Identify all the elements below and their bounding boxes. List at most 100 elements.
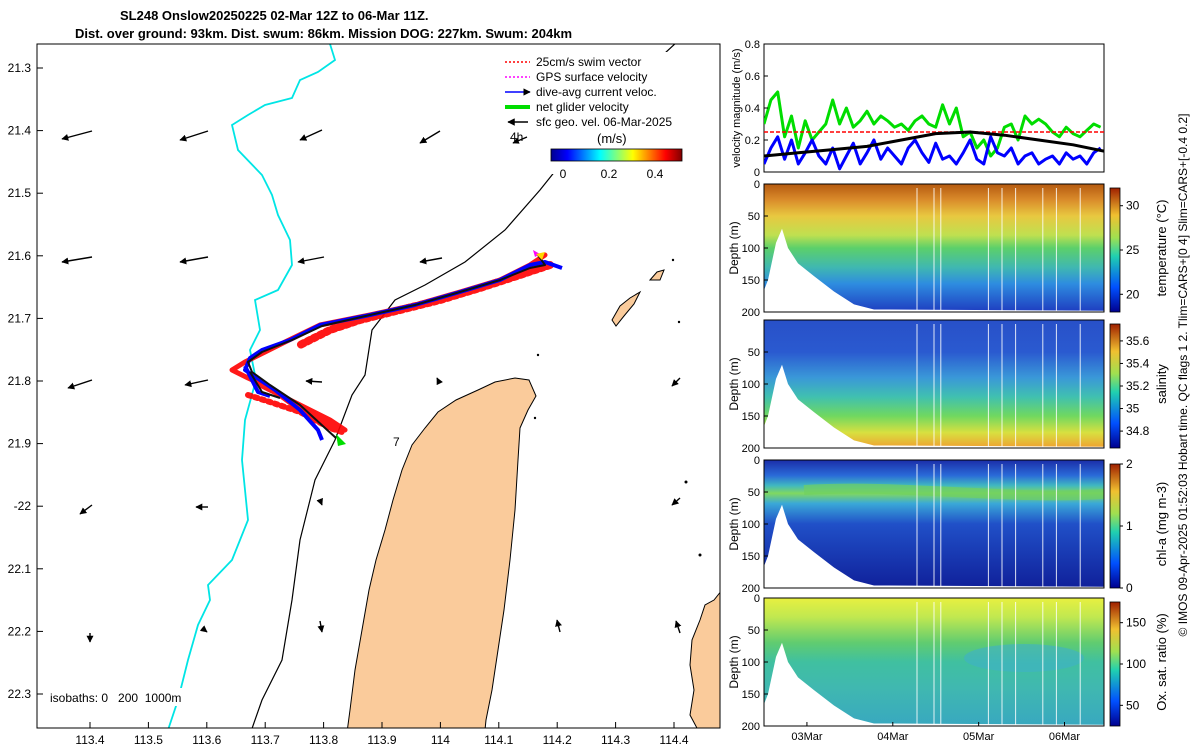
depth-tick-label: 0 xyxy=(754,179,760,191)
speed-colorbar xyxy=(550,148,683,162)
colorbar-tick-label: 35.2 xyxy=(1126,379,1150,393)
scattered-islet-dots xyxy=(533,258,702,557)
map-y-tick-label: 21.6 xyxy=(8,249,32,263)
map-x-tick-label: 113.9 xyxy=(367,733,396,747)
side-credit-label: © IMOS 09-Apr-2025 01:52:03 Hobart time.… xyxy=(1176,113,1190,637)
map-y-tick-label: 22.2 xyxy=(8,624,32,638)
depth-ylabel: Depth (m) xyxy=(727,357,741,410)
mainland-land xyxy=(347,377,537,728)
depth-tick-label: 200 xyxy=(742,583,760,595)
map-x-tick-label: 114.3 xyxy=(601,733,630,747)
colorbar-tick-label: 0 xyxy=(1126,581,1133,595)
isobaths-label-box xyxy=(46,688,222,706)
heatmap-panel: 0 50 100 150 200 Depth (m) 20 25 30 temperature (… xyxy=(727,179,1169,319)
depth-ylabel: Depth (m) xyxy=(727,221,741,274)
velocity-y-tick-label: 0.8 xyxy=(745,39,760,51)
legend-label-net: net glider velocity xyxy=(536,100,629,114)
date-tick-label: 03Mar xyxy=(791,731,823,743)
velocity-y-tick-label: 0 xyxy=(754,167,760,179)
heatmap-panel: 50 100 150 200 Depth (m) 34.8 35 35.2 35.4 35.6 sa… xyxy=(727,319,1169,455)
colorbar-tick-label: 35.4 xyxy=(1126,356,1150,370)
no-data-region xyxy=(764,228,1104,312)
colorbar-tick-label: 35 xyxy=(1126,402,1140,416)
velocity-y-tick-label: 0.6 xyxy=(745,71,760,83)
map-x-tick-label: 114.2 xyxy=(543,733,572,747)
no-data-region xyxy=(764,504,1104,588)
island-small xyxy=(648,269,665,281)
gps-velocity-marker xyxy=(533,250,540,257)
colorbar-label: temperature (°C) xyxy=(1154,200,1169,297)
colorbar-tick-label: 2 xyxy=(1126,457,1133,471)
date-tick-label: 06Mar xyxy=(1049,731,1081,743)
map-x-tick-label: 113.5 xyxy=(134,733,163,747)
depth-tick-label: 150 xyxy=(742,411,760,423)
date-tick-label: 05Mar xyxy=(963,731,995,743)
depth-tick-label: 100 xyxy=(742,379,760,391)
map-x-ticks: 113.4 113.5 113.6 113.7 113.8 113.9 114 114.1 11… xyxy=(75,722,689,747)
colorbar-tick-2: 0.4 xyxy=(647,167,664,181)
velocity-series-line xyxy=(764,130,1104,158)
dive-avg-endpoint-marker xyxy=(536,252,545,260)
map-x-tick-label: 114.4 xyxy=(659,733,688,747)
map-y-tick-label: 21.9 xyxy=(8,437,32,451)
map-x-tick-label: 114.1 xyxy=(484,733,513,747)
velocity-y-tick-label: 0.2 xyxy=(745,135,760,147)
depth-tick-label: 0 xyxy=(754,593,760,605)
depth-ylabel: Depth (m) xyxy=(727,497,741,550)
map-y-tick-label: 21.5 xyxy=(8,186,32,200)
colorbar xyxy=(1109,463,1121,589)
colorbar-tick-label: 1 xyxy=(1126,519,1133,533)
depth-tick-label: 50 xyxy=(748,625,760,637)
chart-title-line2: Dist. over ground: 93km. Dist. swum: 86k… xyxy=(75,26,573,41)
depth-tick-label: 50 xyxy=(748,211,760,223)
velocity-series-line xyxy=(764,90,1102,158)
map-y-tick-label: 21.3 xyxy=(8,61,32,75)
depth-tick-label: 100 xyxy=(742,657,760,669)
colorbar-label: Ox. sat. ratio (%) xyxy=(1154,613,1169,711)
glider-track xyxy=(247,254,546,439)
map-annotation-label: 7 xyxy=(393,435,400,449)
depth-ylabel: Depth (m) xyxy=(727,635,741,688)
coast-southeast xyxy=(689,591,720,728)
map-y-tick-label: 22.1 xyxy=(8,562,32,576)
map-x-tick-label: 113.6 xyxy=(192,733,221,747)
depth-tick-label: 100 xyxy=(742,519,760,531)
colorbar-tick-label: 34.8 xyxy=(1126,424,1150,438)
map-y-tick-label: 21.4 xyxy=(8,124,32,138)
colorbar xyxy=(1109,601,1121,727)
legend-label-swim: 25cm/s swim vector xyxy=(536,55,641,69)
legend-label-dive: dive-avg current veloc. xyxy=(536,85,657,99)
island-north xyxy=(611,290,642,327)
colorbar-label: chl-a (mg m-3) xyxy=(1154,482,1169,567)
depth-tick-label: 200 xyxy=(742,443,760,455)
depth-tick-label: 150 xyxy=(742,689,760,701)
velocity-y-tick-label: 0.4 xyxy=(745,103,760,115)
colorbar-tick-label: 20 xyxy=(1126,287,1140,301)
colorbar-tick-label: 35.6 xyxy=(1126,334,1150,348)
colorbar-tick-1: 0.2 xyxy=(601,167,618,181)
depth-tick-label: 50 xyxy=(748,347,760,359)
isobath-0m xyxy=(167,44,337,728)
map-y-tick-label: 21.8 xyxy=(8,374,32,388)
legend-duration-arrow xyxy=(512,136,528,144)
depth-tick-label: 100 xyxy=(742,243,760,255)
colorbar xyxy=(1109,187,1121,313)
map-y-tick-label: 21.7 xyxy=(8,311,32,325)
colorbar-tick-label: 25 xyxy=(1126,243,1140,257)
velocity-series-line xyxy=(764,135,1102,171)
colorbar-label: salinity xyxy=(1154,364,1169,404)
date-tick-label: 04Mar xyxy=(877,731,909,743)
depth-tick-label: 200 xyxy=(742,307,760,319)
map-frame xyxy=(36,43,721,729)
colorbar-unit-label: (m/s) xyxy=(597,131,627,146)
map-legend: 25cm/s swim vector GPS surface velocity … xyxy=(500,52,700,181)
chl-maximum-band xyxy=(803,483,1105,501)
depth-tick-label: 150 xyxy=(742,551,760,563)
net-velocity-marker xyxy=(336,434,346,446)
depth-tick-label: 150 xyxy=(742,275,760,287)
depth-tick-label: 200 xyxy=(742,721,760,733)
colorbar-tick-0: 0 xyxy=(560,167,567,181)
heatmap-panel: 0 50 100 150 200 Depth (m) 50 100 150 Ox. sat. ra… xyxy=(727,593,1169,733)
colorbar-tick-label: 150 xyxy=(1126,616,1146,630)
